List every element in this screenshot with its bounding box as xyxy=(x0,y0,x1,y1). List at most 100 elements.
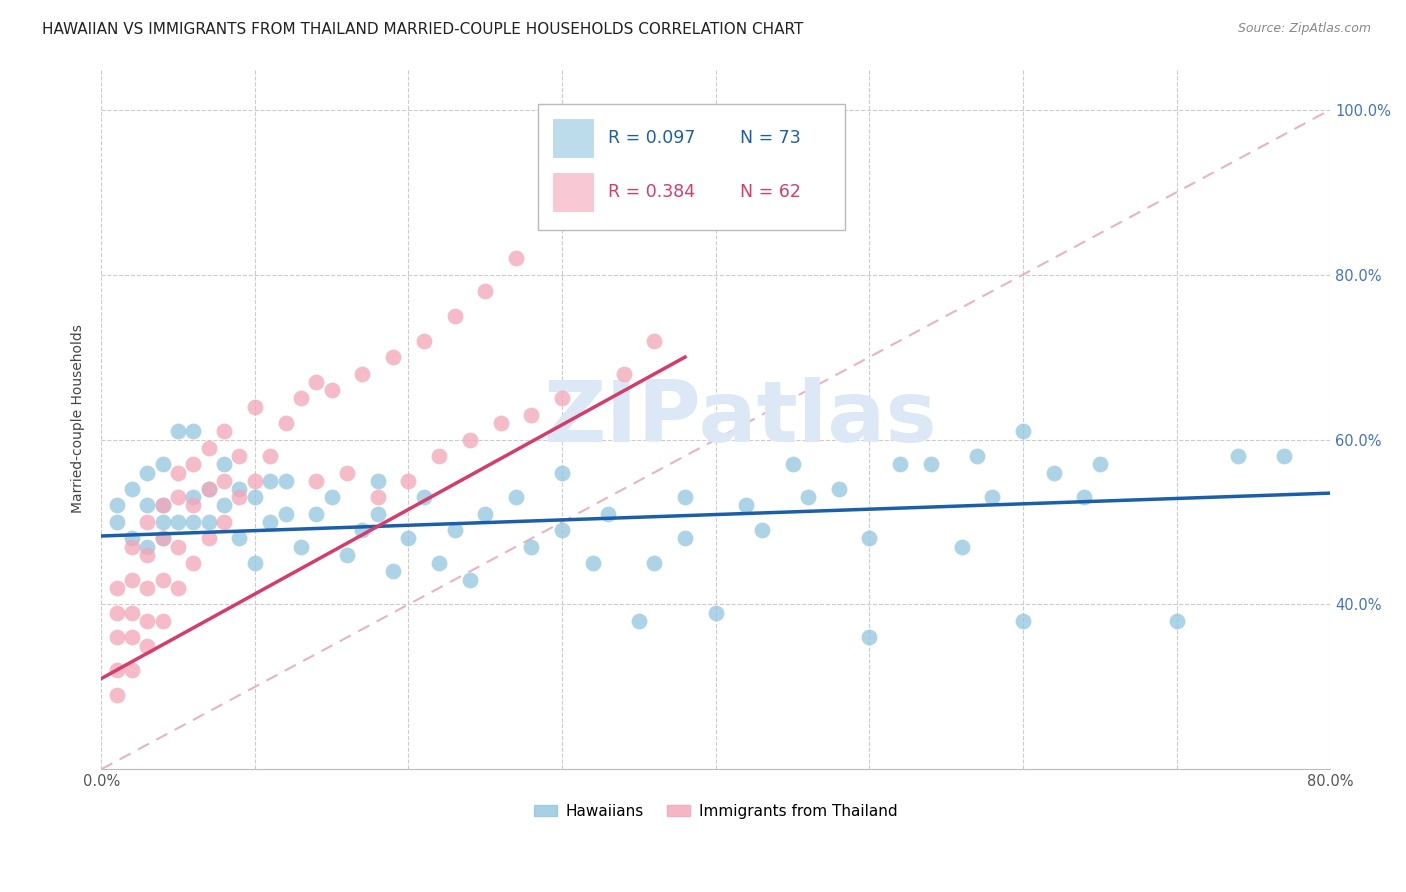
Point xyxy=(105,664,128,678)
Point xyxy=(412,334,434,348)
Point xyxy=(243,474,266,488)
Point xyxy=(152,614,174,628)
Point xyxy=(458,573,481,587)
Point xyxy=(152,532,174,546)
Point xyxy=(228,482,250,496)
Point xyxy=(673,490,696,504)
Point xyxy=(1227,449,1250,463)
Point xyxy=(197,441,219,455)
Y-axis label: Married-couple Households: Married-couple Households xyxy=(72,325,86,514)
Point xyxy=(105,515,128,529)
Point xyxy=(582,556,605,570)
Point xyxy=(212,457,235,471)
Point xyxy=(259,515,281,529)
Point xyxy=(105,631,128,645)
Point xyxy=(105,499,128,513)
Point xyxy=(305,474,328,488)
Point xyxy=(367,490,389,504)
Point xyxy=(505,490,527,504)
Point xyxy=(382,350,405,364)
Point xyxy=(290,392,312,406)
Point xyxy=(352,367,374,381)
Point xyxy=(751,523,773,537)
Point xyxy=(520,540,543,554)
Point xyxy=(1012,614,1035,628)
Point xyxy=(105,688,128,702)
Point xyxy=(1272,449,1295,463)
Point xyxy=(1012,424,1035,438)
Point xyxy=(427,556,450,570)
Point xyxy=(183,556,205,570)
Point xyxy=(167,581,190,595)
Point xyxy=(212,474,235,488)
Point xyxy=(382,565,405,579)
Point xyxy=(505,251,527,265)
Point xyxy=(105,606,128,620)
Point xyxy=(673,532,696,546)
Point xyxy=(536,210,558,224)
Point xyxy=(627,161,650,175)
Point xyxy=(136,548,159,562)
Point xyxy=(243,556,266,570)
Point xyxy=(1166,614,1188,628)
Point xyxy=(966,449,988,463)
Point xyxy=(183,457,205,471)
Point xyxy=(259,474,281,488)
Point xyxy=(673,128,696,142)
Point xyxy=(152,532,174,546)
Point xyxy=(121,540,143,554)
Text: HAWAIIAN VS IMMIGRANTS FROM THAILAND MARRIED-COUPLE HOUSEHOLDS CORRELATION CHART: HAWAIIAN VS IMMIGRANTS FROM THAILAND MAR… xyxy=(42,22,804,37)
Point xyxy=(152,499,174,513)
Point xyxy=(197,482,219,496)
Point xyxy=(136,614,159,628)
Point xyxy=(228,490,250,504)
Point xyxy=(136,499,159,513)
Point xyxy=(551,523,574,537)
Point xyxy=(152,457,174,471)
Point xyxy=(427,449,450,463)
Point xyxy=(551,466,574,480)
Point xyxy=(443,523,465,537)
Point xyxy=(228,449,250,463)
Point xyxy=(197,532,219,546)
Point xyxy=(1042,466,1064,480)
Point xyxy=(643,334,665,348)
Point xyxy=(167,424,190,438)
Point xyxy=(167,515,190,529)
Point xyxy=(197,482,219,496)
Point xyxy=(735,499,758,513)
Point xyxy=(136,581,159,595)
Point xyxy=(889,457,911,471)
Point xyxy=(136,466,159,480)
Point xyxy=(183,424,205,438)
Point xyxy=(321,490,343,504)
Point xyxy=(551,392,574,406)
Point xyxy=(121,573,143,587)
Point xyxy=(827,482,849,496)
Point xyxy=(797,490,820,504)
Point xyxy=(274,416,297,430)
Point xyxy=(228,532,250,546)
Point xyxy=(290,540,312,554)
Point xyxy=(443,309,465,323)
Point xyxy=(152,515,174,529)
Point xyxy=(398,474,420,488)
Point xyxy=(336,466,359,480)
Point xyxy=(121,606,143,620)
Point xyxy=(243,490,266,504)
Point xyxy=(152,573,174,587)
Point xyxy=(643,556,665,570)
Point xyxy=(121,482,143,496)
Point xyxy=(121,532,143,546)
Point xyxy=(704,606,727,620)
Point xyxy=(520,408,543,422)
Point xyxy=(167,466,190,480)
Point xyxy=(197,515,219,529)
Point xyxy=(981,490,1004,504)
Point xyxy=(858,532,880,546)
Point xyxy=(612,367,634,381)
Legend: Hawaiians, Immigrants from Thailand: Hawaiians, Immigrants from Thailand xyxy=(527,797,904,825)
Point xyxy=(627,614,650,628)
Point xyxy=(136,540,159,554)
Point xyxy=(1088,457,1111,471)
